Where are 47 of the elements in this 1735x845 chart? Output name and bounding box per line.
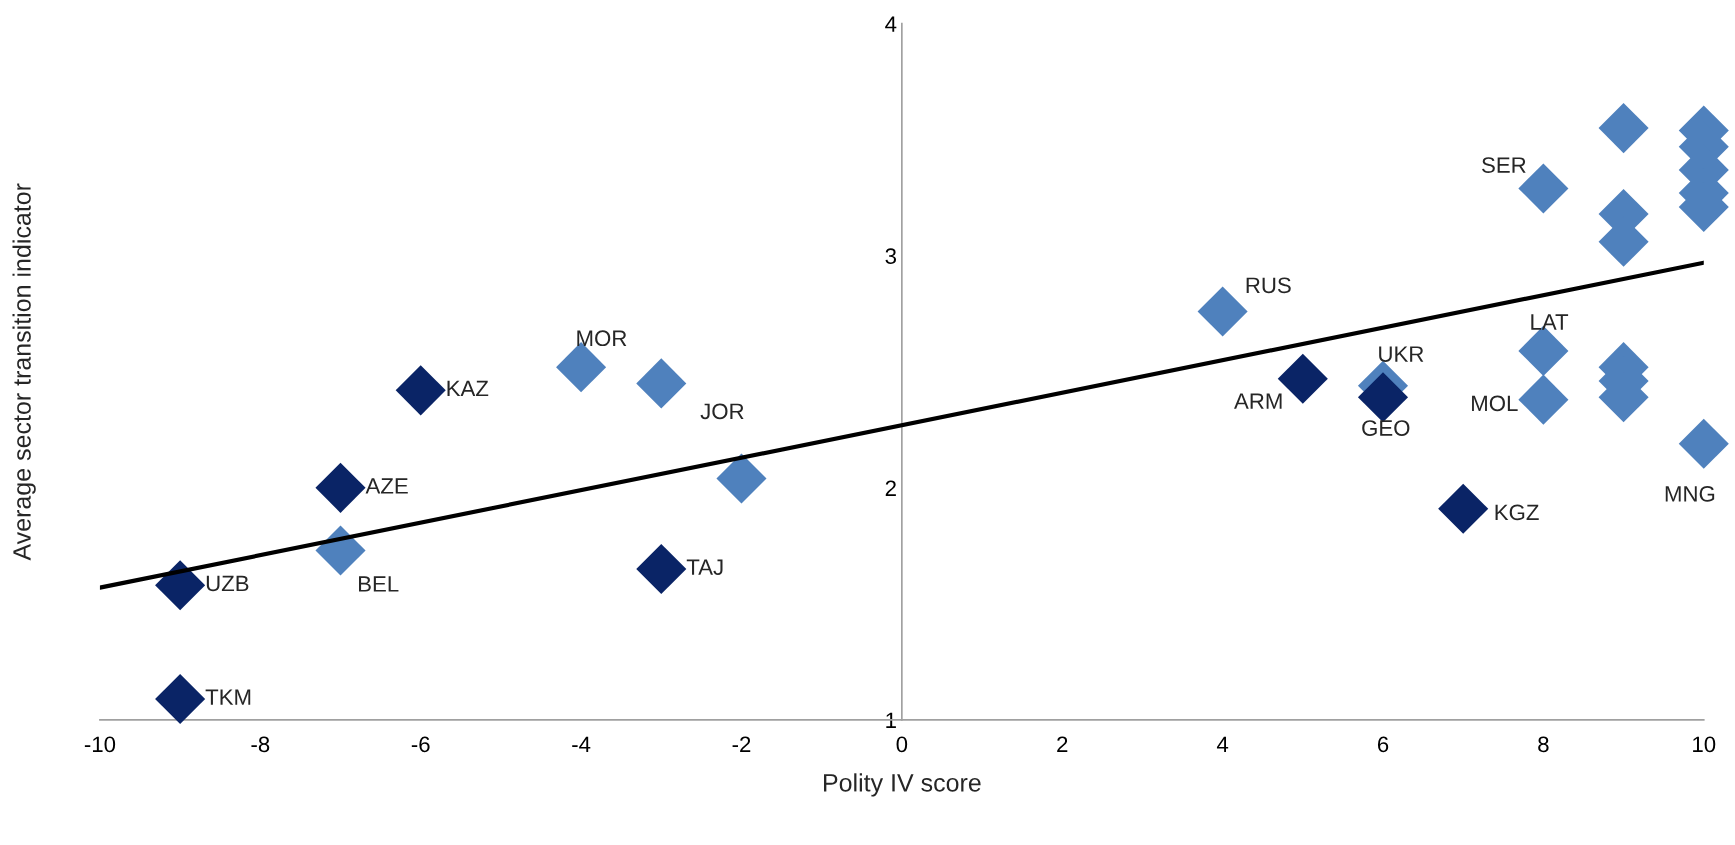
point — [1197, 286, 1248, 337]
x-tick-label: -8 — [251, 736, 270, 753]
annotation: BEL — [359, 576, 399, 592]
annotation: RUS — [1246, 277, 1291, 294]
annotation: GEO — [1362, 420, 1410, 436]
y-tick-label: 3 — [885, 248, 897, 265]
point — [155, 674, 206, 725]
x-tick-label: -6 — [411, 736, 430, 753]
point — [1438, 483, 1489, 534]
x-axis-title: Polity IV score — [824, 773, 981, 797]
y-tick-label: 2 — [885, 480, 896, 496]
annotation: UKR — [1379, 346, 1424, 362]
point — [395, 365, 446, 416]
y-tick-label: 1 — [886, 712, 896, 728]
point — [315, 462, 366, 513]
annotation: SER — [1482, 157, 1526, 173]
annotation: TAJ — [686, 559, 723, 576]
point — [155, 560, 206, 611]
x-tick-label: 0 — [896, 736, 908, 753]
point — [636, 544, 687, 595]
annotation: ARM — [1234, 393, 1282, 409]
x-tick-label: 2 — [1057, 736, 1068, 753]
annotation: MOR — [577, 330, 627, 347]
x-tick-label: -4 — [572, 736, 591, 753]
x-tick-label: 4 — [1216, 736, 1229, 753]
point — [1678, 418, 1729, 469]
annotation: KAZ — [447, 380, 489, 397]
annotation: KGZ — [1495, 504, 1539, 521]
annotation: JOR — [700, 403, 744, 420]
annotation: AZE — [365, 478, 408, 494]
x-tick-label: -10 — [84, 736, 116, 753]
point — [636, 358, 687, 409]
point — [1518, 374, 1569, 425]
x-tick-label: 8 — [1538, 736, 1549, 753]
annotation: MNG — [1665, 486, 1715, 502]
annotation: TKM — [205, 689, 251, 705]
x-tick-label: -2 — [732, 736, 751, 753]
x-tick-label: 10 — [1693, 736, 1716, 753]
point — [315, 525, 366, 576]
y-tick-label: 4 — [885, 16, 897, 32]
annotation: LAT — [1531, 314, 1569, 330]
annotation: MOL — [1472, 395, 1518, 412]
annotation: UZB — [206, 575, 249, 592]
point — [1598, 103, 1649, 154]
point — [716, 453, 767, 504]
y-axis-title: Average sector transition indicator — [12, 183, 36, 561]
x-tick-label: 6 — [1377, 736, 1389, 753]
